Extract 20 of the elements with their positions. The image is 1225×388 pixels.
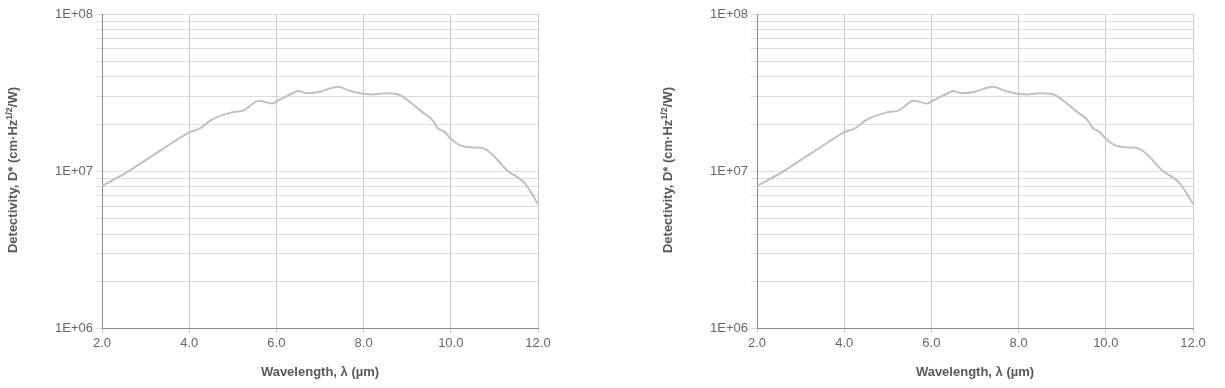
x-tick-label: 2.0 [747, 335, 767, 351]
x-tick-label: 10.0 [1093, 335, 1119, 351]
x-tick-label: 2.0 [92, 335, 112, 351]
x-axis-title: Wavelength, λ (µm) [915, 363, 1035, 379]
y-tick-label: 1E+06 [710, 320, 748, 336]
x-tick-label: 12.0 [525, 335, 551, 351]
y-tick-label: 1E+08 [55, 5, 93, 21]
x-tick-label: 8.0 [354, 335, 373, 351]
x-tick-label: 10.0 [438, 335, 464, 351]
y-tick-label: 1E+07 [55, 162, 93, 178]
x-tick-label: 4.0 [835, 335, 854, 351]
x-tick-label: 12.0 [1180, 335, 1206, 351]
y-tick-label: 1E+06 [55, 320, 93, 336]
x-tick-label: 6.0 [267, 335, 286, 351]
x-axis-title: Wavelength, λ (µm) [260, 363, 380, 379]
x-tick-label: 6.0 [922, 335, 941, 351]
x-tick-label: 8.0 [1009, 335, 1028, 351]
x-tick-label: 4.0 [180, 335, 199, 351]
y-tick-label: 1E+07 [710, 162, 748, 178]
y-tick-label: 1E+08 [710, 5, 748, 21]
